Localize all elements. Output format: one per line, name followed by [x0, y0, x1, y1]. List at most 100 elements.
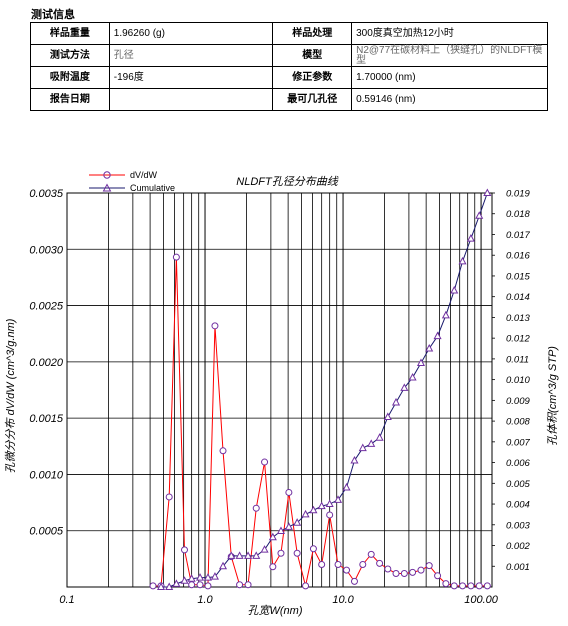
data-point-cumulative: [187, 574, 196, 582]
y-tick-label-left: 0.0020: [29, 357, 64, 369]
data-point-dvdw: [172, 253, 180, 261]
x-tick-label: 10.0: [332, 594, 354, 606]
data-point-dvdw: [244, 581, 252, 589]
y-tick-label-right: 0.012: [506, 334, 530, 345]
data-point-dvdw: [483, 582, 491, 590]
legend-marker-cumulative: [102, 183, 112, 192]
data-point-dvdw: [165, 493, 173, 501]
data-point-dvdw: [392, 569, 400, 577]
y-tick-label-left: 0.0010: [29, 469, 64, 481]
data-point-dvdw: [425, 562, 433, 570]
data-point-cumulative: [180, 576, 189, 584]
table-row: 报告日期 最可几孔径 0.59146 (nm): [30, 88, 548, 111]
data-point-dvdw: [417, 566, 425, 574]
data-point-dvdw: [467, 582, 475, 590]
data-point-dvdw: [459, 582, 467, 590]
value-report-date: [108, 88, 274, 111]
data-point-dvdw: [326, 511, 334, 519]
data-point-dvdw: [196, 581, 204, 589]
data-point-cumulative: [172, 579, 181, 587]
data-point-cumulative: [400, 383, 409, 391]
data-point-dvdw: [293, 549, 301, 557]
data-point-cumulative: [293, 518, 302, 526]
y-tick-label-right: 0.002: [506, 541, 530, 552]
y-tick-label-left: 0.0030: [29, 244, 64, 256]
data-point-cumulative: [165, 582, 174, 590]
chart-ticks: 0.0005 0.0010 0.0015 0.0020 0.0025 0.0030 0.00…: [29, 188, 530, 606]
data-point-cumulative: [441, 310, 450, 319]
y-tick-label-right: 0.003: [506, 520, 530, 531]
y-tick-label-left: 0.0005: [29, 526, 64, 538]
data-point-cumulative: [325, 499, 334, 508]
chart-title: NLDFT孔径分布曲线: [236, 175, 338, 188]
data-point-dvdw: [149, 582, 157, 590]
data-point-dvdw: [376, 559, 384, 567]
data-point-cumulative: [375, 433, 384, 441]
data-point-dvdw: [188, 581, 196, 589]
data-point-dvdw: [236, 581, 244, 589]
data-point-cumulative: [227, 551, 236, 559]
y-tick-label-right: 0.019: [506, 189, 530, 200]
y-tick-label-right: 0.018: [506, 209, 530, 220]
data-point-cumulative: [350, 455, 359, 464]
data-point-cumulative: [342, 482, 351, 491]
y-axis-label-left: 孔微分分布 dV/dW (cm^3/g.nm): [4, 318, 17, 473]
data-point-dvdw: [384, 565, 392, 573]
chart-grid: [66, 192, 492, 587]
data-point-dvdw: [309, 545, 317, 553]
data-point-cumulative: [416, 358, 426, 367]
y-tick-label-right: 0.014: [506, 292, 530, 303]
data-point-dvdw: [285, 488, 293, 496]
y-axis-label-right: 孔体积(cm^3/g STP): [546, 346, 559, 446]
data-point-dvdw: [359, 560, 367, 568]
data-point-cumulative: [391, 397, 401, 406]
table-row: 测试方法 孔径 模型 N2@77在碳材料上（狭缝孔）的NLDFT模型: [30, 44, 548, 67]
y-tick-label-left: 0.0025: [29, 301, 64, 313]
data-point-dvdw: [302, 582, 310, 590]
y-tick-label-right: 0.004: [506, 500, 530, 511]
data-point-cumulative: [483, 188, 492, 196]
data-point-cumulative: [425, 343, 434, 352]
data-point-dvdw: [334, 560, 342, 568]
data-point-cumulative: [408, 372, 417, 381]
data-point-dvdw: [180, 546, 188, 554]
data-point-cumulative: [210, 572, 219, 580]
data-point-cumulative: [252, 551, 261, 559]
y-tick-label-right: 0.011: [506, 354, 529, 365]
data-point-dvdw: [252, 504, 260, 512]
legend-marker-dvdw: [103, 171, 111, 179]
data-point-cumulative: [433, 331, 442, 340]
y-tick-label-right: 0.017: [506, 230, 530, 241]
data-point-cumulative: [334, 495, 343, 503]
y-tick-label-right: 0.008: [506, 417, 530, 428]
data-point-dvdw: [409, 568, 417, 576]
legend-label-dvdw: dV/dW: [130, 170, 158, 180]
value-model: N2@77在碳材料上（狭缝孔）的NLDFT模型: [351, 44, 548, 67]
y-tick-label-left: 0.0015: [29, 413, 64, 425]
data-point-cumulative: [284, 522, 293, 530]
y-tick-label-right: 0.009: [506, 396, 530, 407]
label-most-probable-pore: 最可几孔径: [272, 88, 353, 111]
series-line-dvdw: [153, 257, 488, 587]
data-point-cumulative: [317, 501, 326, 510]
data-point-dvdw: [442, 580, 450, 588]
section-title: 测试信息: [31, 9, 75, 21]
data-point-dvdw: [434, 572, 442, 580]
data-point-dvdw: [343, 566, 351, 574]
data-point-cumulative: [458, 256, 467, 265]
y-tick-label-right: 0.007: [506, 437, 530, 448]
x-axis-label: 孔宽W(nm): [248, 604, 303, 617]
data-point-cumulative: [276, 526, 286, 535]
y-tick-label-right: 0.001: [506, 562, 530, 573]
data-point-cumulative: [268, 532, 277, 541]
y-tick-label-right: 0.015: [506, 271, 530, 282]
y-tick-label-left: 0.0035: [29, 188, 64, 200]
data-point-dvdw: [367, 550, 375, 558]
data-point-cumulative: [475, 211, 484, 219]
data-point-cumulative: [156, 582, 166, 590]
table-row: 吸附温度 -196度 修正参数 1.70000 (nm): [30, 66, 548, 89]
data-point-cumulative: [235, 551, 244, 559]
data-point-dvdw: [475, 582, 483, 590]
data-point-cumulative: [450, 285, 459, 294]
